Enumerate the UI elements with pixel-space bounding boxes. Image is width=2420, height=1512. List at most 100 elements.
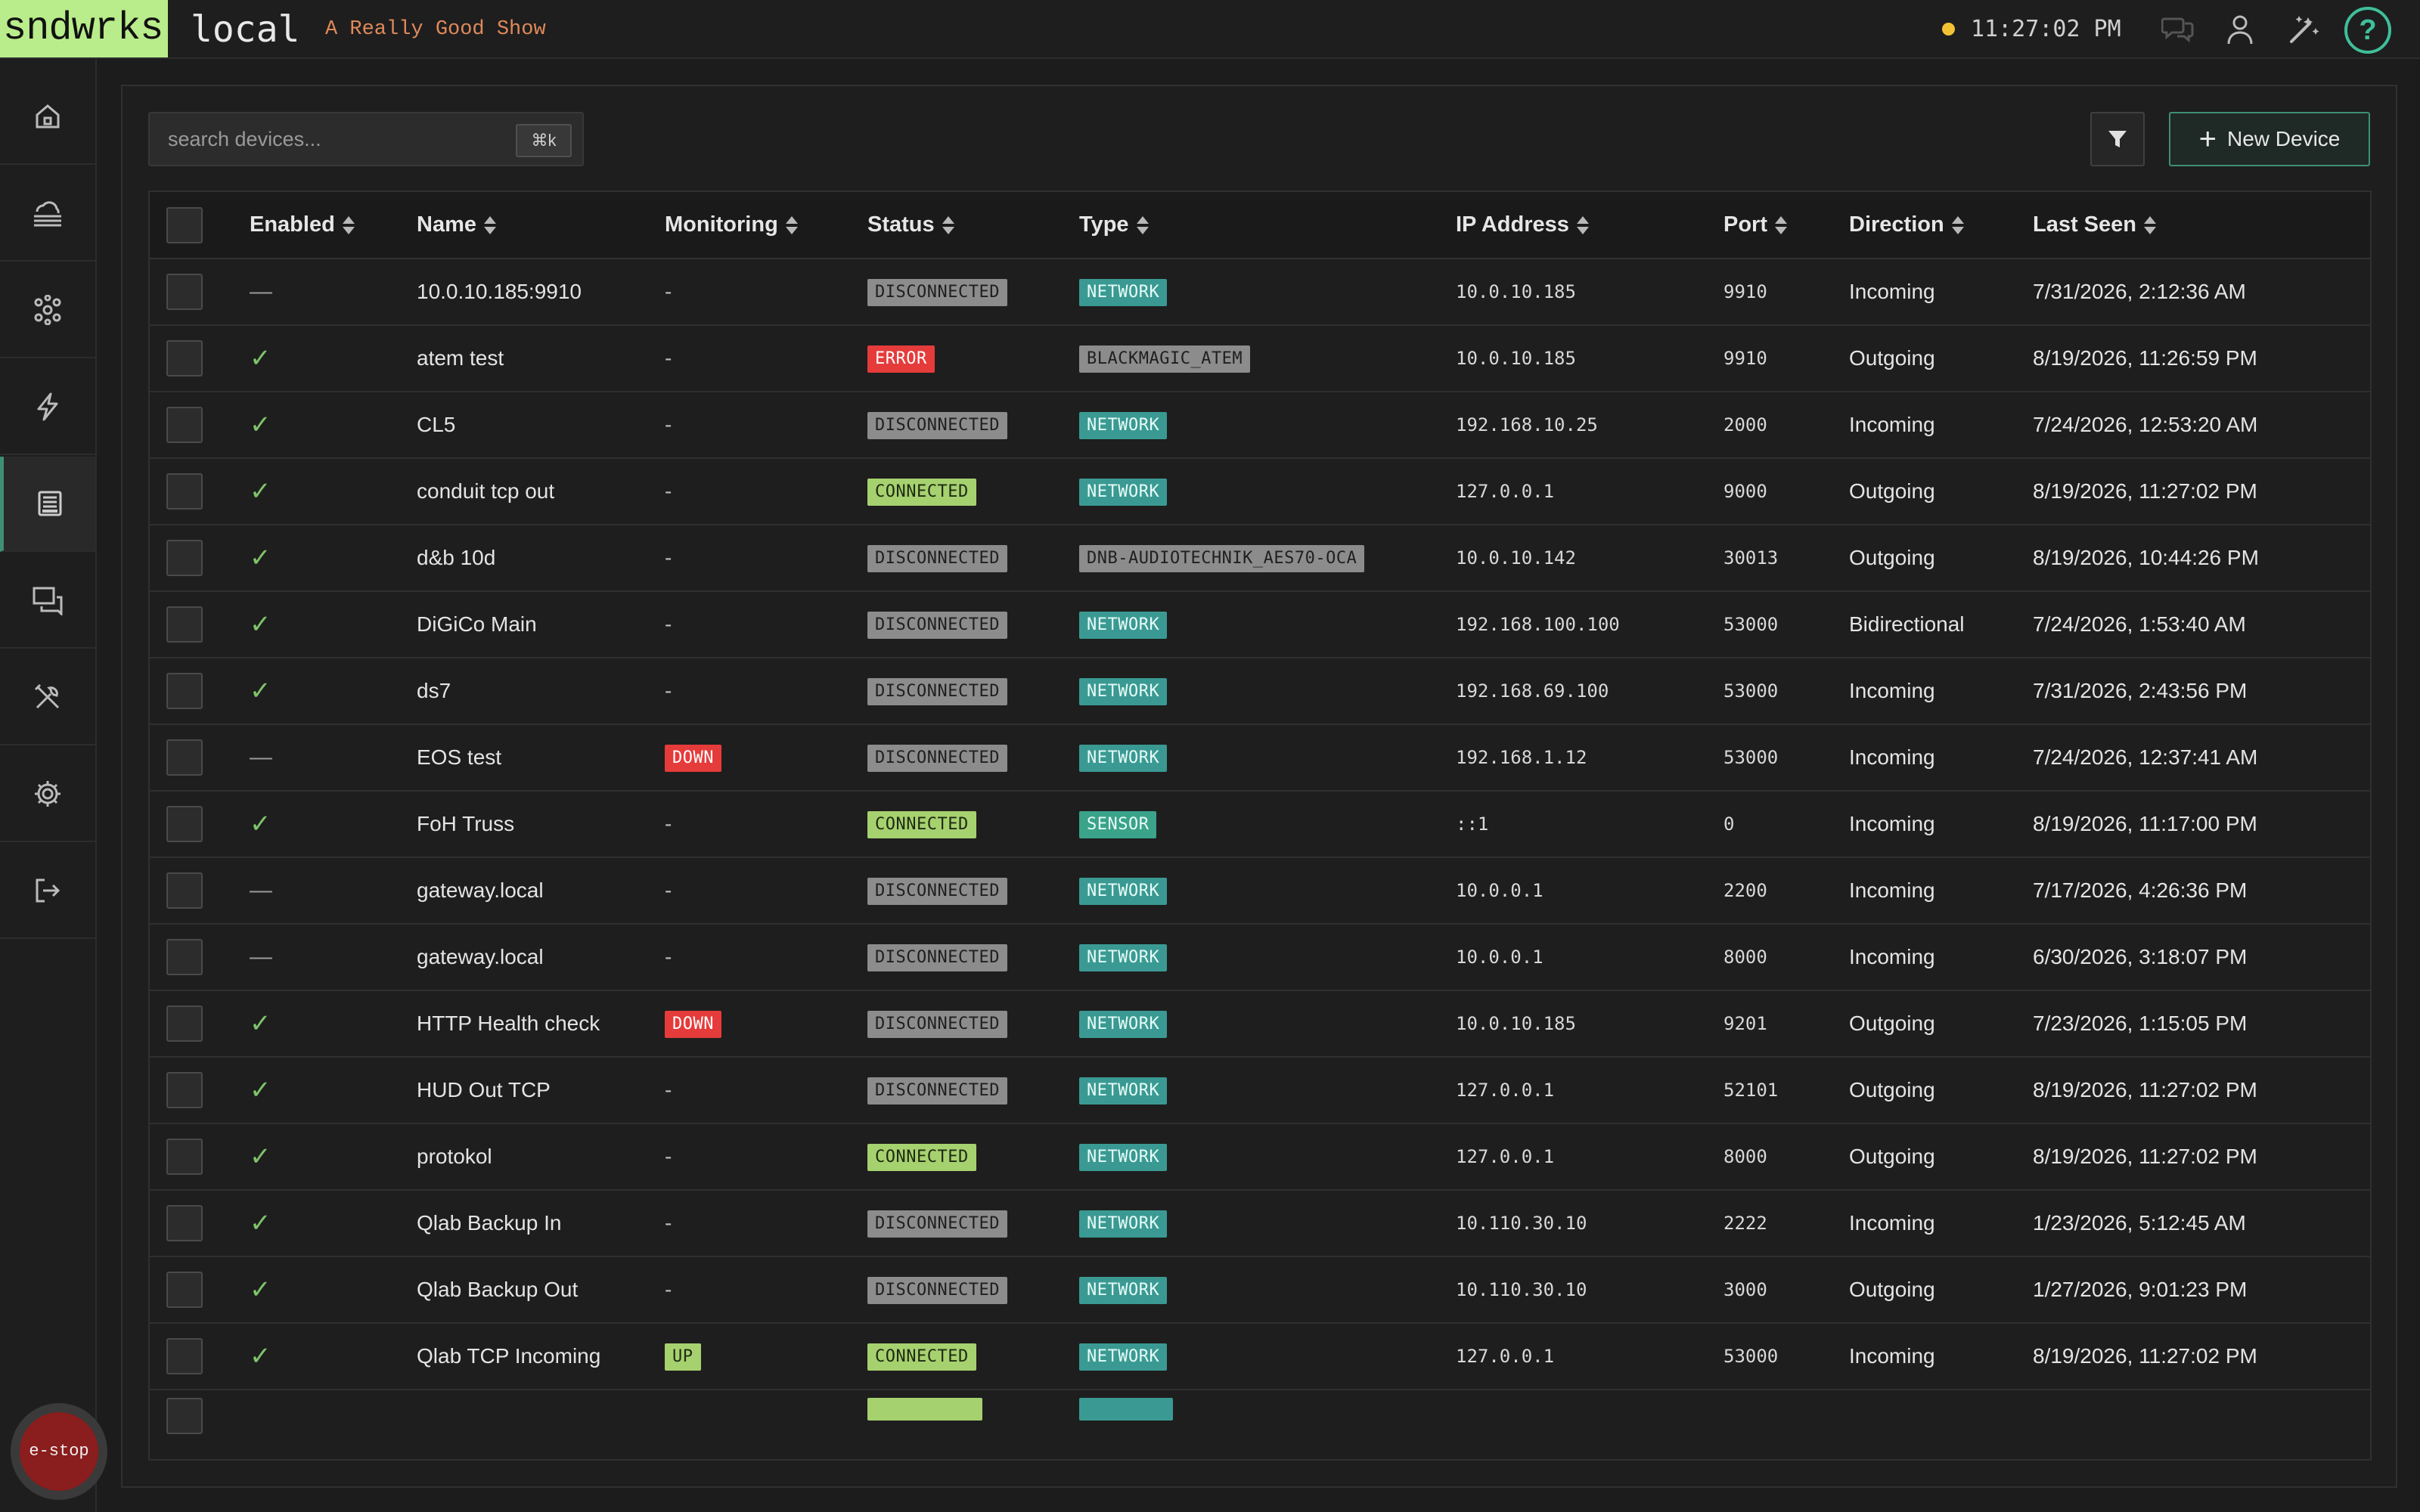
table-row[interactable]: ✓ protokol - CONNECTED NETWORK 127.0.0.1 8000 O… <box>150 1123 2370 1191</box>
row-checkbox[interactable] <box>166 1338 203 1374</box>
table-row[interactable]: ✓ d&b 10d - DISCONNECTED DNB-AUDIOTECHNIK_AE… <box>150 525 2370 592</box>
table-row[interactable]: ✓ Qlab Backup In - DISCONNECTED NETWORK 10.11… <box>150 1190 2370 1257</box>
device-name[interactable]: ds7 <box>417 658 665 725</box>
row-checkbox[interactable] <box>166 540 203 576</box>
table-row[interactable]: ✓ conduit tcp out - CONNECTED NETWORK 127.0.0… <box>150 458 2370 525</box>
sort-icon[interactable] <box>484 215 496 236</box>
enabled-cell[interactable]: — <box>250 924 417 991</box>
enabled-cell[interactable]: ✓ <box>250 1057 417 1124</box>
row-checkbox[interactable] <box>166 473 203 510</box>
search-input[interactable] <box>150 113 505 165</box>
column-header-monitoring[interactable]: Monitoring <box>665 192 867 259</box>
sort-icon[interactable] <box>1136 215 1149 236</box>
column-header-name[interactable]: Name <box>417 192 665 259</box>
enabled-cell[interactable]: ✓ <box>250 1123 417 1191</box>
sort-icon[interactable] <box>785 215 798 236</box>
filter-button[interactable] <box>2090 112 2145 166</box>
enabled-cell[interactable]: ✓ <box>250 658 417 725</box>
enabled-cell[interactable]: ✓ <box>250 1190 417 1257</box>
enabled-cell[interactable]: ✓ <box>250 591 417 658</box>
table-row[interactable]: ✓ HTTP Health check DOWN DISCONNECTED NETWOR… <box>150 990 2370 1058</box>
table-row[interactable]: — gateway.local - DISCONNECTED NETWORK 10.0.0… <box>150 924 2370 991</box>
sidebar-item-triggers[interactable] <box>0 360 95 455</box>
row-checkbox[interactable] <box>166 739 203 776</box>
sort-icon[interactable] <box>1576 215 1589 236</box>
table-row[interactable]: ✓ FoH Truss - CONNECTED SENSOR::1 0 Incoming 8/… <box>150 791 2370 858</box>
table-row[interactable]: ✓ ds7- DISCONNECTED NETWORK 192.168.69.100 53… <box>150 658 2370 725</box>
enabled-cell[interactable]: — <box>250 724 417 792</box>
sidebar-item-home[interactable] <box>0 70 95 165</box>
column-header-type[interactable]: Type <box>1079 192 1456 259</box>
device-name[interactable]: EOS test <box>417 724 665 792</box>
column-header-direction[interactable]: Direction <box>1849 192 2033 259</box>
row-checkbox[interactable] <box>166 274 203 310</box>
select-all-checkbox[interactable] <box>166 206 203 243</box>
table-row[interactable]: — gateway.local - DISCONNECTED NETWORK 10.0.0… <box>150 857 2370 925</box>
help-icon[interactable]: ? <box>2344 7 2391 54</box>
device-name[interactable]: HTTP Health check <box>417 990 665 1058</box>
row-checkbox[interactable] <box>166 1072 203 1108</box>
sidebar-item-network[interactable] <box>0 263 95 358</box>
device-name[interactable]: atem test <box>417 325 665 392</box>
chat-icon[interactable] <box>2160 11 2196 48</box>
device-name[interactable]: 10.0.10.185:9910 <box>417 259 665 326</box>
magic-wand-icon[interactable] <box>2285 11 2322 48</box>
column-header-enabled[interactable]: Enabled <box>250 192 417 259</box>
logo[interactable]: sndwrks <box>0 0 168 57</box>
enabled-cell[interactable]: — <box>250 857 417 925</box>
device-name[interactable]: gateway.local <box>417 857 665 925</box>
table-row[interactable]: ✓ Qlab TCP Incoming UP CONNECTED NETWORK 127.… <box>150 1323 2370 1390</box>
user-icon[interactable] <box>2222 11 2258 48</box>
sidebar-item-logout[interactable] <box>0 844 95 939</box>
device-name[interactable]: protokol <box>417 1123 665 1191</box>
column-header-ip-address[interactable]: IP Address <box>1456 192 1723 259</box>
row-checkbox[interactable] <box>166 1398 203 1434</box>
enabled-cell[interactable]: ✓ <box>250 990 417 1058</box>
device-name[interactable]: CL5 <box>417 392 665 459</box>
sidebar-item-cloud[interactable] <box>0 166 95 262</box>
device-name[interactable]: Qlab Backup In <box>417 1190 665 1257</box>
table-row[interactable]: — 10.0.10.185:9910- DISCONNECTED NETWORK 10.… <box>150 259 2370 326</box>
device-name[interactable]: d&b 10d <box>417 525 665 592</box>
device-name[interactable]: Qlab Backup Out <box>417 1256 665 1324</box>
row-checkbox[interactable] <box>166 872 203 909</box>
device-name[interactable]: conduit tcp out <box>417 458 665 525</box>
table-row[interactable]: ✓ CL5- DISCONNECTED NETWORK 192.168.10.25 200… <box>150 392 2370 459</box>
enabled-cell[interactable]: ✓ <box>250 1256 417 1324</box>
row-checkbox[interactable] <box>166 340 203 376</box>
sidebar-item-settings[interactable] <box>0 747 95 842</box>
device-name[interactable]: HUD Out TCP <box>417 1057 665 1124</box>
device-name[interactable]: gateway.local <box>417 924 665 991</box>
new-device-button[interactable]: + New Device <box>2169 112 2370 166</box>
enabled-cell[interactable]: ✓ <box>250 525 417 592</box>
table-row[interactable]: — EOS test DOWN DISCONNECTED NETWORK 192.168.… <box>150 724 2370 792</box>
table-row[interactable]: ✓ HUD Out TCP - DISCONNECTED NETWORK 127.0.0.… <box>150 1057 2370 1124</box>
column-header-status[interactable]: Status <box>867 192 1079 259</box>
table-row[interactable]: ✓ DiGiCo Main - DISCONNECTED NETWORK 192.168.… <box>150 591 2370 658</box>
device-name[interactable]: DiGiCo Main <box>417 591 665 658</box>
enabled-cell[interactable]: ✓ <box>250 791 417 858</box>
column-header-port[interactable]: Port <box>1723 192 1849 259</box>
row-checkbox[interactable] <box>166 1139 203 1175</box>
row-checkbox[interactable] <box>166 1205 203 1241</box>
enabled-cell[interactable]: — <box>250 259 417 326</box>
enabled-cell[interactable]: ✓ <box>250 1323 417 1390</box>
row-checkbox[interactable] <box>166 606 203 643</box>
table-row[interactable]: ✓ Qlab Backup Out - DISCONNECTED NETWORK 10.1… <box>150 1256 2370 1324</box>
row-checkbox[interactable] <box>166 673 203 709</box>
sort-icon[interactable] <box>342 215 355 236</box>
sidebar-item-devices[interactable] <box>0 457 95 552</box>
enabled-cell[interactable]: ✓ <box>250 392 417 459</box>
row-checkbox[interactable] <box>166 939 203 975</box>
device-name[interactable]: FoH Truss <box>417 791 665 858</box>
sort-icon[interactable] <box>1951 215 1964 236</box>
sort-icon[interactable] <box>2144 215 2156 236</box>
row-checkbox[interactable] <box>166 806 203 842</box>
column-header-last-seen[interactable]: Last Seen <box>2033 192 2370 259</box>
sort-icon[interactable] <box>942 215 954 236</box>
row-checkbox[interactable] <box>166 1272 203 1308</box>
sort-icon[interactable] <box>1775 215 1787 236</box>
row-checkbox[interactable] <box>166 1005 203 1042</box>
enabled-cell[interactable]: ✓ <box>250 458 417 525</box>
e-stop-button[interactable]: e-stop <box>11 1403 107 1500</box>
